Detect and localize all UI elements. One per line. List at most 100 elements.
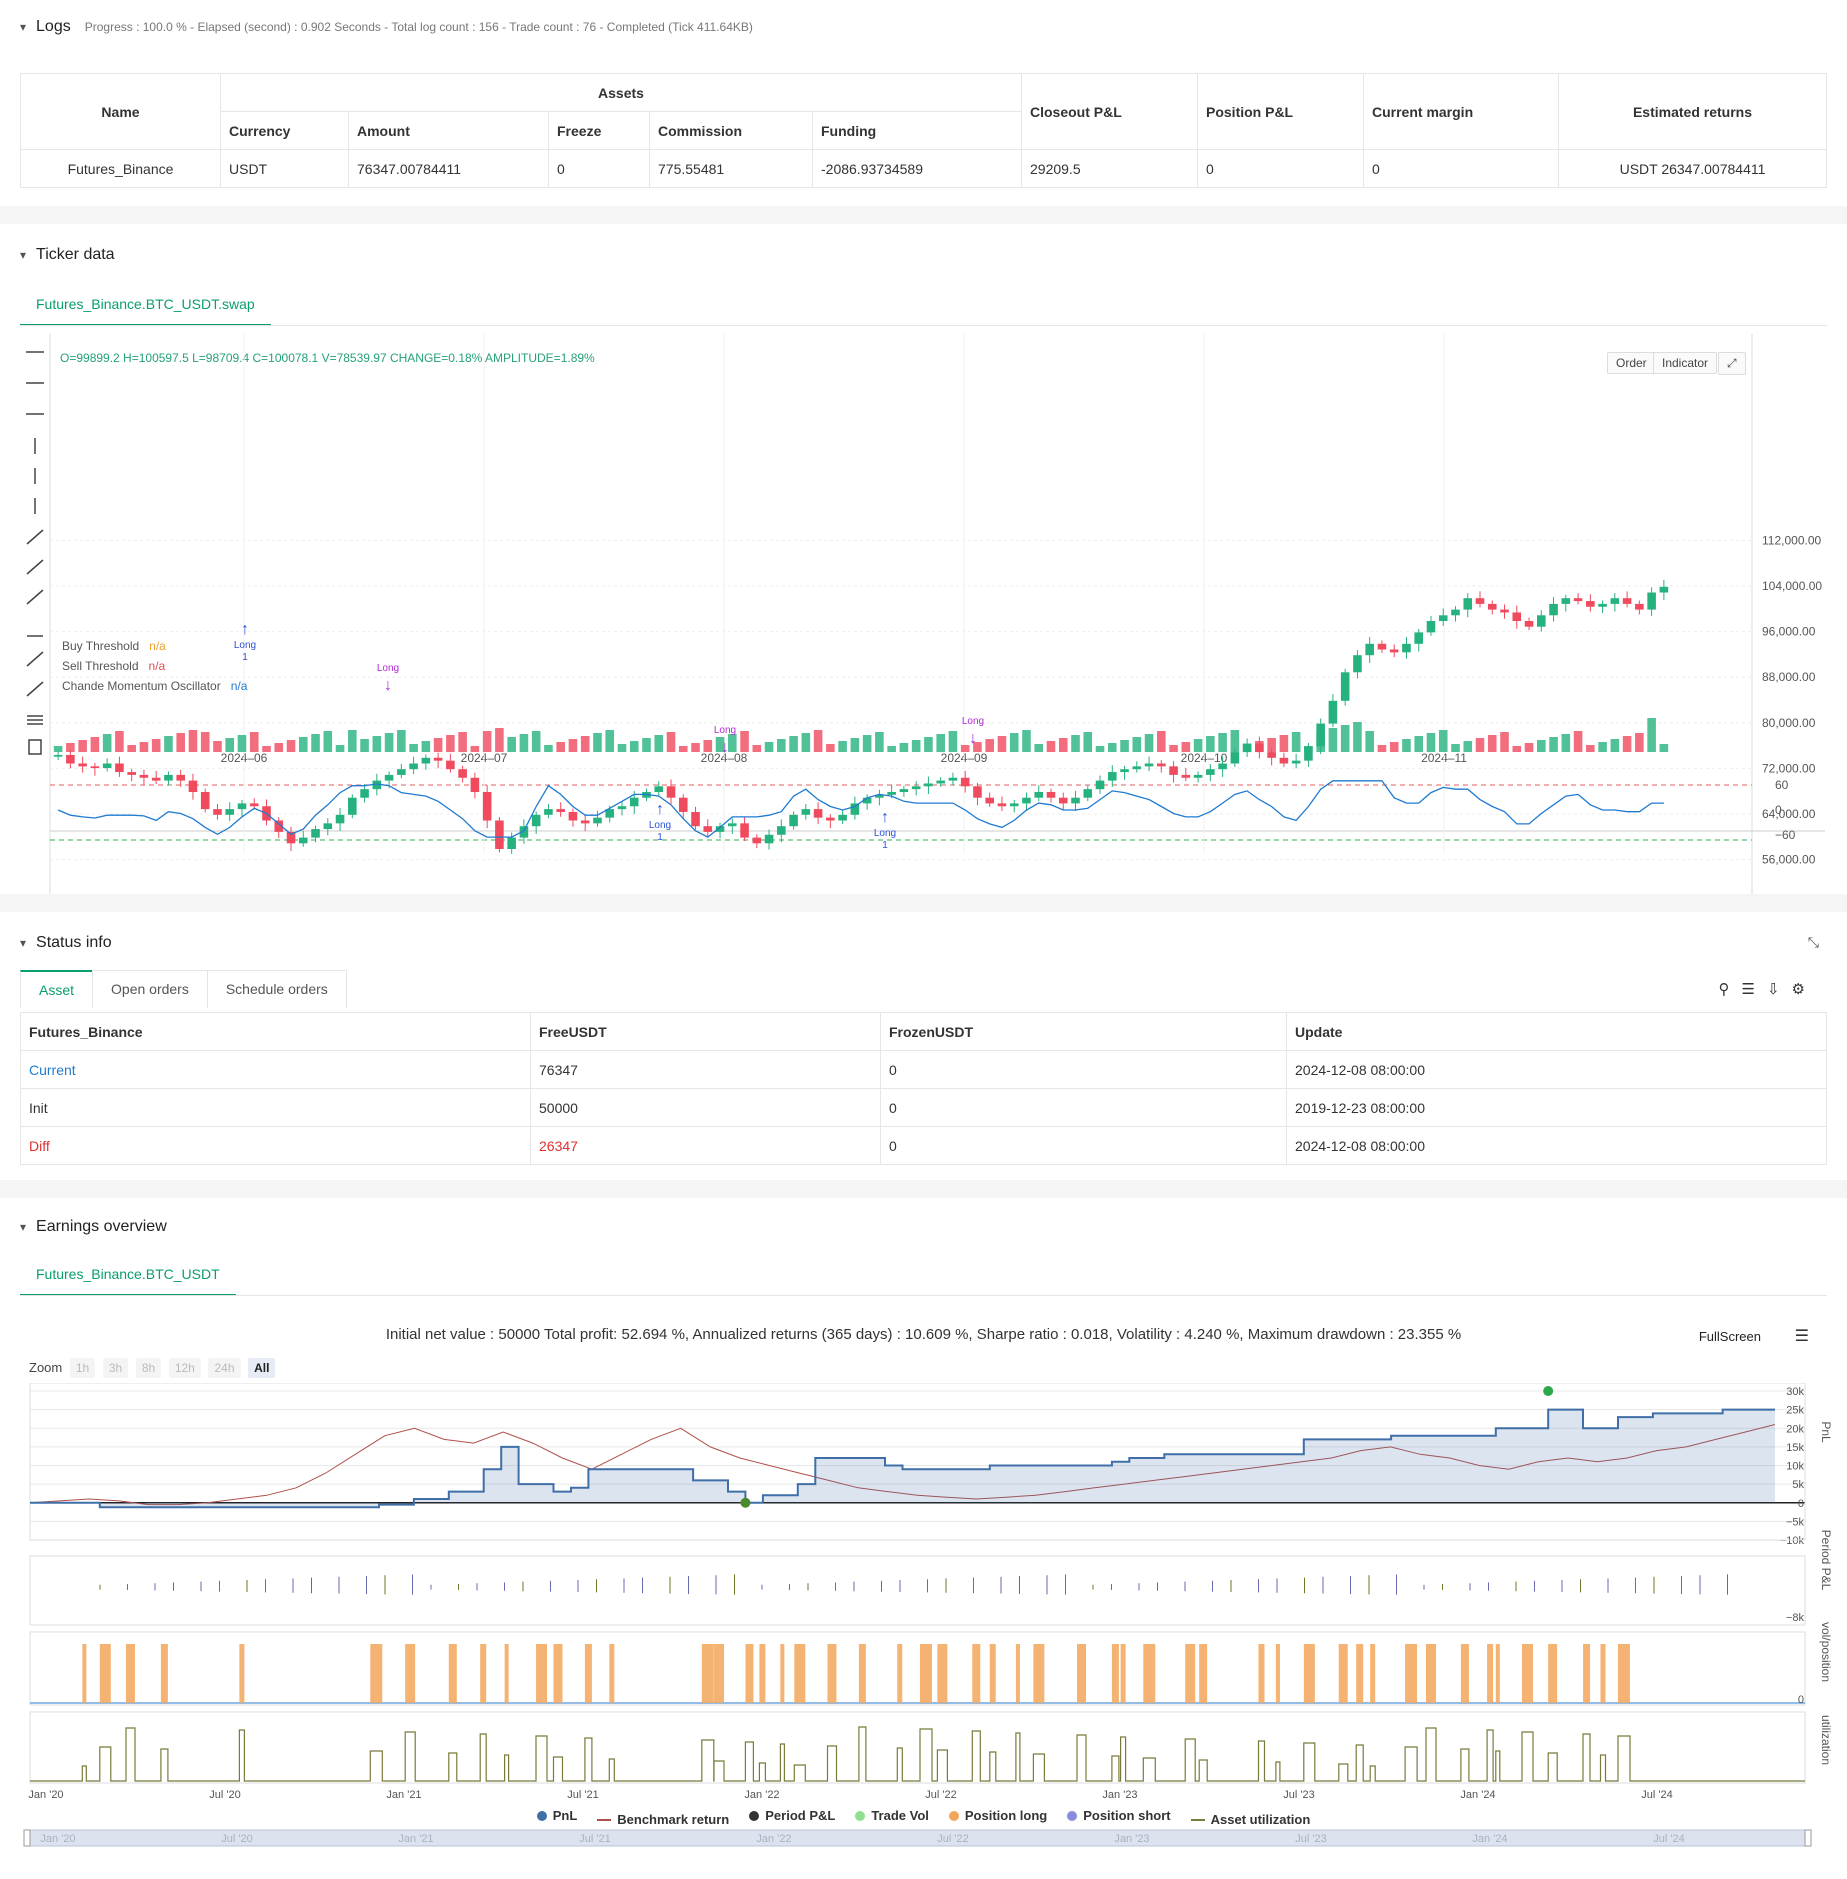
candle-body xyxy=(433,757,443,761)
volume-bar xyxy=(458,732,467,752)
date-tick: Jan '24 xyxy=(1460,1789,1495,1801)
candle-body xyxy=(1034,792,1044,798)
position-long-bar xyxy=(989,1644,996,1703)
position-long-bar xyxy=(160,1644,168,1703)
legend-item[interactable]: Period P&L xyxy=(749,1808,835,1823)
position-long-bar xyxy=(1338,1644,1348,1703)
position-long-bar xyxy=(919,1644,932,1703)
candle-body xyxy=(789,814,798,827)
candle-body xyxy=(1635,603,1644,610)
long-arrow-up-icon: ↑ xyxy=(656,801,664,818)
tab-open-orders[interactable]: Open orders xyxy=(92,970,208,1008)
position-long-bar xyxy=(553,1644,563,1703)
candle-body xyxy=(1475,598,1485,604)
tab-schedule-orders[interactable]: Schedule orders xyxy=(206,970,347,1008)
collapse-chevron-icon[interactable]: ▾ xyxy=(20,1220,27,1234)
tab-earnings-symbol[interactable]: Futures_Binance.BTC_USDT xyxy=(20,1254,236,1296)
volume-bar xyxy=(666,732,676,752)
volume-bar xyxy=(482,731,492,752)
benchmark-line xyxy=(29,1424,1776,1506)
collapse-chevron-icon[interactable]: ▾ xyxy=(20,936,27,950)
volume-bar xyxy=(985,739,994,752)
status-toolbar[interactable]: ⚲☰⇩⚙ xyxy=(1719,980,1817,998)
volume-bar xyxy=(1475,738,1485,752)
search-icon[interactable]: ⚲ xyxy=(1718,981,1742,998)
volume-bar xyxy=(1438,730,1448,752)
volume-bar xyxy=(200,732,210,752)
expand-icon[interactable]: ⤢ xyxy=(1718,352,1746,375)
candle-body xyxy=(298,837,308,844)
indicator-legend: Buy Threshold n/a Sell Threshold n/a Cha… xyxy=(62,639,248,693)
zoom-12h[interactable]: 12h xyxy=(168,1358,201,1378)
date-tick: Jul '22 xyxy=(925,1789,956,1801)
candle-body xyxy=(421,757,431,764)
zoom-24h[interactable]: 24h xyxy=(208,1358,241,1378)
candle-body xyxy=(1598,603,1607,607)
earnings-chart[interactable]: 30k 25k 20k 15k 10k 5k 0 −5k −10k PnL Period P&L vo… xyxy=(0,1383,1847,1879)
volume-bar xyxy=(1095,746,1105,752)
fullscreen-button[interactable]: FullScreen xyxy=(1698,1329,1761,1344)
position-long-bar xyxy=(1600,1644,1606,1703)
candle-body xyxy=(1144,763,1154,767)
zoom-3h[interactable]: 3h xyxy=(102,1358,129,1378)
tab-asset[interactable]: Asset xyxy=(20,970,94,1008)
download-icon[interactable]: ⇩ xyxy=(1766,981,1792,998)
legend-item[interactable]: Position long xyxy=(948,1808,1047,1823)
volume-bar xyxy=(1377,745,1387,752)
candle-body xyxy=(875,794,884,798)
volume-bar xyxy=(384,733,394,752)
position-long-bar xyxy=(858,1644,866,1703)
volume-bar xyxy=(605,730,615,752)
zoom-8h[interactable]: 8h xyxy=(135,1358,162,1378)
legend-item[interactable]: Asset utilization xyxy=(1190,1812,1310,1827)
position-long-bar xyxy=(972,1644,981,1703)
legend-item[interactable]: PnL xyxy=(536,1808,577,1823)
pnl-tick: 10k xyxy=(1786,1461,1804,1473)
volume-bar xyxy=(568,739,578,752)
legend-item[interactable]: Position short xyxy=(1067,1808,1171,1823)
position-long-bar xyxy=(780,1644,785,1703)
collapse-chevron-icon[interactable]: ▾ xyxy=(20,20,27,34)
candle-body xyxy=(838,814,847,821)
volume-bar xyxy=(372,736,382,752)
volume-bar xyxy=(1414,736,1424,752)
candle-body xyxy=(176,774,185,781)
navigator-date-tick: Jan '22 xyxy=(756,1833,791,1845)
gear-icon[interactable]: ⚙ xyxy=(1791,981,1817,998)
legend-item[interactable]: Benchmark return xyxy=(597,1812,729,1827)
candle-body xyxy=(115,763,124,773)
tab-ticker-symbol[interactable]: Futures_Binance.BTC_USDT.swap xyxy=(20,284,271,326)
indicator-button[interactable]: Indicator xyxy=(1653,352,1718,374)
candle-body xyxy=(360,789,369,798)
candle-body xyxy=(740,823,749,838)
volume-bar xyxy=(826,744,835,752)
candle-body xyxy=(1402,643,1411,653)
volume-bar xyxy=(862,735,872,752)
candle-body xyxy=(801,809,811,815)
candle-body xyxy=(519,826,529,838)
position-long-bar xyxy=(1487,1644,1494,1703)
candle-body xyxy=(1218,763,1227,770)
col-closeout: Closeout P&L xyxy=(1021,73,1198,150)
candle-body xyxy=(1267,752,1276,758)
candle-body xyxy=(274,820,284,832)
collapse-chevron-icon[interactable]: ▾ xyxy=(20,248,27,262)
menu-icon[interactable]: ☰ xyxy=(1741,981,1767,998)
fullscreen-icon[interactable]: ⤡ xyxy=(1807,934,1819,950)
pnl-tick: 30k xyxy=(1786,1386,1804,1398)
candle-body xyxy=(1107,772,1117,781)
candle-body xyxy=(335,814,345,824)
menu-icon[interactable]: ☰ xyxy=(1794,1328,1809,1345)
position-long-bar xyxy=(448,1644,457,1703)
legend-item[interactable]: Trade Vol xyxy=(855,1808,929,1823)
candle-body xyxy=(556,809,565,812)
zoom-all[interactable]: All xyxy=(248,1358,276,1378)
volume-bar xyxy=(90,737,100,752)
volume-bar xyxy=(188,730,198,752)
pnl-tick: 15k xyxy=(1786,1442,1804,1454)
candle-body xyxy=(286,831,296,844)
drawing-toolbar[interactable] xyxy=(22,348,48,1008)
zoom-1h[interactable]: 1h xyxy=(69,1358,96,1378)
candle-body xyxy=(311,829,320,838)
candlestick-chart[interactable]: 112,000.00 104,000.00 96,000.00 88,000.00 80… xyxy=(0,334,1847,894)
